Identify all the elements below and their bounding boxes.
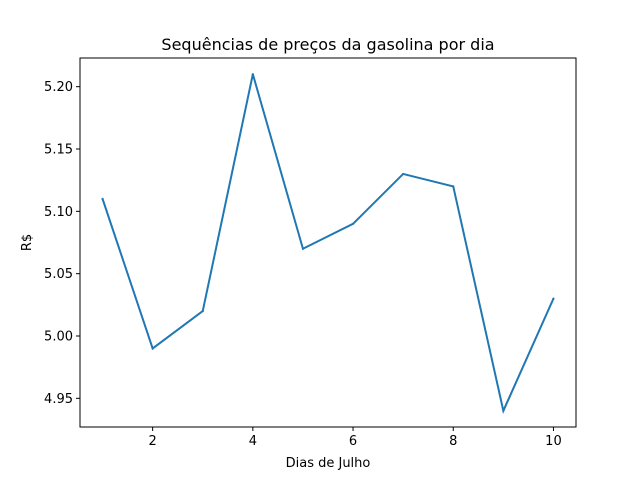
plot-area-frame	[79, 57, 577, 428]
data-point	[301, 247, 305, 250]
y-axis-label: R$	[20, 234, 35, 251]
y-tick-label: 4.95	[44, 392, 73, 407]
data-point	[101, 197, 104, 200]
x-tick-label: 2	[149, 434, 157, 449]
data-point	[351, 222, 355, 225]
data-point	[552, 297, 555, 300]
data-point	[402, 172, 405, 176]
x-tick-label: 6	[349, 434, 357, 449]
y-tick-label: 5.00	[44, 329, 73, 344]
y-tick-label: 5.15	[44, 143, 73, 158]
chart-title: Sequências de preços da gasolina por dia	[161, 35, 494, 54]
y-tick-label: 5.05	[44, 267, 73, 282]
x-tick-label: 10	[545, 434, 562, 449]
x-tick-label: 8	[449, 434, 457, 449]
x-axis-ticks: 2 4 6 8 10	[149, 427, 562, 449]
data-point	[251, 73, 254, 76]
data-point	[201, 309, 204, 313]
y-tick-label: 5.20	[44, 80, 73, 95]
y-axis-ticks: 4.95 5.00 5.05 5.10 5.15 5.20	[44, 80, 80, 407]
series-points	[101, 73, 555, 412]
data-point	[502, 409, 505, 412]
x-tick-label: 4	[249, 434, 257, 449]
data-point	[151, 347, 154, 350]
data-point	[452, 185, 455, 188]
price-series-line	[101, 73, 555, 414]
x-axis-label: Dias de Julho	[286, 456, 371, 471]
y-tick-label: 5.10	[44, 205, 73, 220]
